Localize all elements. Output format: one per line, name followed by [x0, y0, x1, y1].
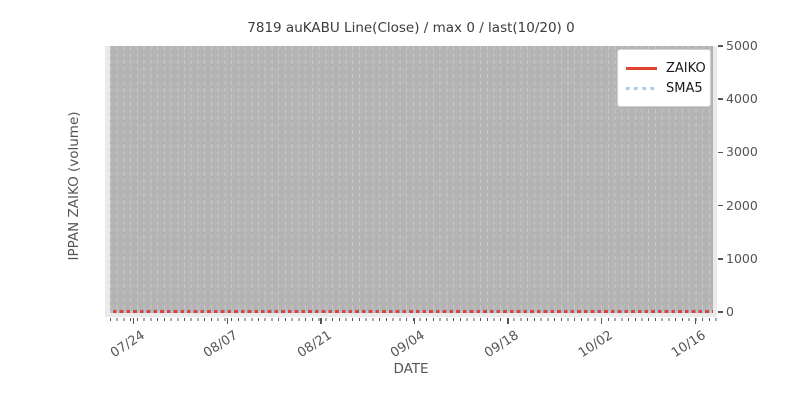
legend-item: SMA5 [626, 78, 710, 98]
y-tick-mark [718, 258, 723, 260]
y-tick-label: 3000 [726, 144, 758, 160]
y-tick-label: 1000 [726, 250, 758, 266]
sma5-line [110, 310, 713, 313]
x-major-tick [601, 317, 603, 324]
legend-item: ZAIKO [626, 58, 710, 78]
legend-label: ZAIKO [666, 60, 706, 76]
y-tick-mark [718, 45, 723, 47]
y-tick-label: 2000 [726, 197, 758, 213]
legend: ZAIKO SMA5 [617, 49, 711, 107]
x-major-tick [226, 317, 228, 324]
y-tick-mark [718, 204, 723, 207]
dotted-line-icon [626, 86, 657, 90]
x-major-tick [133, 317, 135, 324]
legend-label: SMA5 [666, 80, 703, 96]
solid-line-icon [626, 66, 657, 70]
x-tick-label: 10/16 [669, 328, 709, 361]
y-tick-label: 5000 [726, 38, 758, 53]
x-major-tick [413, 317, 416, 324]
x-tick-label: 10/02 [575, 328, 616, 361]
x-tick-label: 07/24 [107, 328, 148, 361]
x-tick-label: 09/18 [482, 328, 522, 361]
x-major-tick [320, 317, 322, 324]
x-tick-label: 08/07 [201, 328, 241, 361]
y-tick-mark [718, 98, 723, 100]
y-tick-label: 0 [726, 304, 734, 319]
y-tick-mark [718, 311, 723, 313]
bars-grid-region [110, 46, 713, 312]
x-tick-label: 09/04 [388, 328, 429, 361]
chart-title: 7819 auKABU Line(Close) / max 0 / last(1… [247, 20, 575, 36]
y-tick-mark [718, 151, 723, 154]
y-tick-label: 4000 [726, 91, 758, 107]
x-major-tick [694, 317, 697, 324]
plot-area: 07/24 08/07 08/21 09/04 09/18 10/02 10/16 0 100… [105, 38, 758, 361]
x-major-tick [507, 317, 509, 324]
y-axis-label: IPPAN ZAIKO (volume) [66, 111, 82, 261]
x-tick-label: 08/21 [294, 328, 335, 361]
x-axis-label: DATE [393, 361, 429, 377]
